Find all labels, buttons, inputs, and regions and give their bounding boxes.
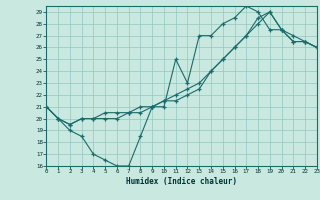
X-axis label: Humidex (Indice chaleur): Humidex (Indice chaleur) [126, 177, 237, 186]
